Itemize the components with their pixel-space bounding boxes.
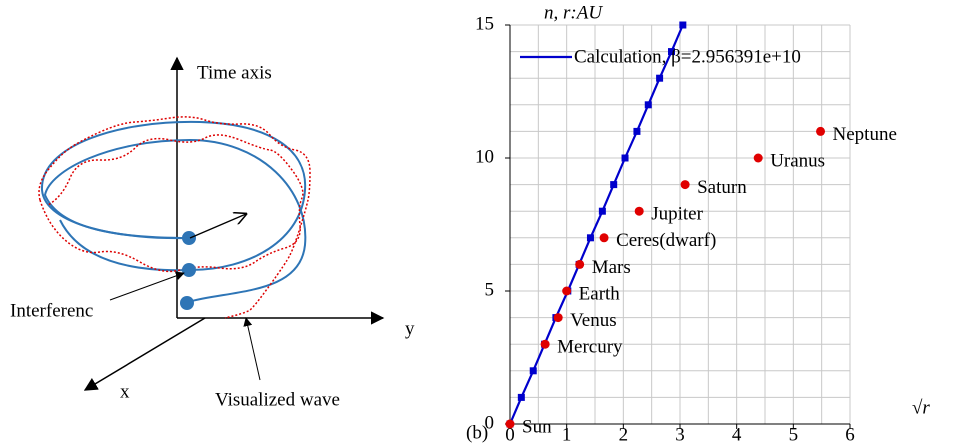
calc-point	[656, 74, 664, 82]
x-tick-label: 0	[505, 424, 515, 445]
planet-point	[599, 233, 609, 243]
planet-label: Venus	[570, 310, 616, 331]
planet-label: Uranus	[770, 150, 825, 171]
diagram: Time axis Interferenc y x Visualized wav…	[10, 56, 415, 410]
calc-line	[508, 24, 684, 425]
planet-label: Jupiter	[651, 204, 703, 225]
y-tick-label: 15	[475, 13, 494, 34]
planet-point	[553, 313, 563, 323]
visualized-wave	[39, 134, 304, 273]
calc-point	[633, 127, 641, 135]
calc-point	[668, 48, 675, 56]
diagram-label: Interferenc	[10, 300, 93, 321]
panel-label: (b)	[466, 422, 488, 443]
wave-loop	[43, 138, 307, 303]
calc-point	[679, 21, 687, 29]
x-tick-label: 1	[562, 424, 572, 445]
calc-point	[598, 207, 606, 215]
planet-point	[680, 180, 690, 190]
y-tick-label: 10	[475, 146, 494, 167]
diagram-label: y	[405, 318, 415, 339]
calc-point	[621, 154, 629, 162]
pointer-arrow	[109, 271, 185, 301]
calc-point	[644, 101, 652, 109]
planet-point	[634, 206, 644, 216]
planet-point	[753, 153, 763, 163]
x-tick-label: 2	[619, 424, 629, 445]
diagram-label: Time axis	[197, 62, 272, 83]
y-tick-label: 0	[485, 412, 495, 433]
x-tick-label: 3	[675, 424, 685, 445]
diagram-label: x	[120, 381, 130, 402]
planet-label: Neptune	[833, 124, 897, 145]
x-axis-line	[83, 317, 206, 391]
x-tick-label: 4	[732, 424, 742, 445]
planet-label: Saturn	[697, 177, 747, 198]
planet-label: Ceres(dwarf)	[616, 230, 716, 251]
calc-point	[529, 367, 537, 375]
particle	[180, 296, 194, 310]
wave-loop	[40, 120, 307, 272]
planet-point	[540, 339, 550, 349]
visualized-wave	[38, 116, 311, 319]
planet-label: Mars	[592, 257, 631, 278]
planet-point	[816, 126, 826, 136]
planet-label: Earth	[579, 283, 621, 304]
calc-point	[610, 181, 618, 189]
calc-point	[586, 234, 594, 242]
planet-point	[562, 286, 572, 296]
particle	[182, 263, 196, 277]
x-tick-label: 6	[845, 424, 855, 445]
motion-arrow	[189, 214, 246, 239]
y-axis-label: n, r:AU	[544, 2, 603, 23]
y-tick-label: 5	[485, 279, 495, 300]
planet-label: Mercury	[557, 337, 623, 358]
planet-point	[575, 259, 585, 269]
x-tick-label: 5	[789, 424, 799, 445]
pointer-arrow	[243, 317, 261, 381]
calc-point	[517, 393, 525, 401]
diagram-label: Visualized wave	[215, 389, 340, 410]
planet-label: Sun	[522, 416, 552, 437]
legend-label: Calculation, β=2.956391e+10	[574, 46, 801, 67]
planet-point	[505, 419, 515, 429]
particle	[182, 231, 196, 245]
x-axis-label: √r	[912, 397, 930, 418]
